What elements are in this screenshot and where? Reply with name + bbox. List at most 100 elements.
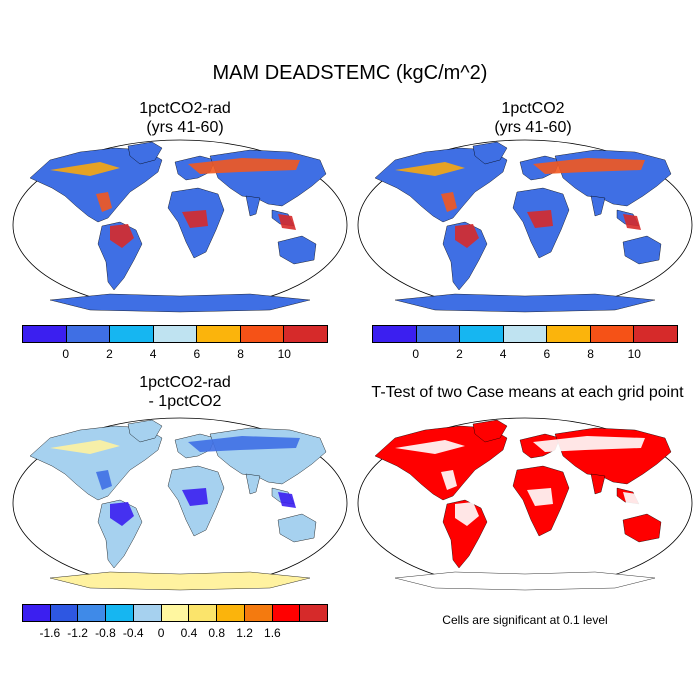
map-panel-1 [12, 139, 348, 313]
map-2-value-patch [395, 162, 465, 176]
map-2-antarctica [394, 293, 656, 313]
map-1-australia [277, 235, 317, 265]
colorbar-3-swatch [106, 605, 134, 621]
colorbar-2-swatch [503, 326, 548, 342]
colorbar-3-swatch [50, 605, 79, 621]
colorbar-2-swatch [373, 326, 417, 342]
panel-4-title-line1: T-Test of two Case means at each grid po… [371, 384, 684, 401]
map-1-value-patch [188, 158, 300, 174]
map-panel-2 [357, 139, 693, 313]
colorbar-3 [22, 604, 328, 622]
map-1-value-patch [182, 210, 208, 228]
colorbar-3-swatch [244, 605, 273, 621]
colorbar-1-tick-label: 10 [277, 347, 291, 361]
panel-1-title: 1pctCO2-rad (yrs 41-60) [25, 99, 345, 137]
map-2-india [590, 195, 606, 217]
colorbar-1-tick-label: 4 [149, 347, 157, 361]
map-3-value-patch [182, 488, 208, 506]
panel-3-title: 1pctCO2-rad - 1pctCO2 [25, 373, 345, 411]
colorbar-2-tick-label: 10 [627, 347, 641, 361]
colorbar-3-swatch [189, 605, 218, 621]
map-3-antarctica [49, 571, 311, 591]
colorbar-1-tick-label: 0 [62, 347, 70, 361]
colorbar-1-swatch [197, 326, 241, 342]
map-3-value-patch [110, 502, 134, 526]
map-4-value-patch [527, 488, 553, 506]
map-3-north-america [29, 425, 163, 501]
colorbar-3-tick-label: -0.4 [122, 626, 144, 640]
colorbar-1-tick-label: 2 [106, 347, 113, 361]
map-2-value-patch [527, 210, 553, 228]
colorbar-2-tick-label: 2 [456, 347, 463, 361]
map-2-greenland [472, 141, 508, 165]
colorbar-1-swatch [240, 326, 285, 342]
map-3-value-patch [188, 436, 300, 452]
colorbar-3-tick-label: 1.6 [264, 626, 281, 640]
colorbar-2-tick-label: 6 [543, 347, 551, 361]
map-2-value-patch [623, 214, 641, 230]
colorbar-1-tick-label: 8 [237, 347, 244, 361]
map-4-value-patch [441, 470, 457, 490]
colorbar-2-swatch [634, 326, 678, 342]
map-4-value-patch [455, 502, 479, 526]
map-3-value-patch [278, 492, 296, 508]
colorbar-2-swatch [460, 326, 504, 342]
map-2-north-america [374, 147, 508, 223]
main-title: MAM DEADSTEMC (kgC/m^2) [212, 62, 488, 84]
map-1-greenland [127, 141, 163, 165]
map-4-value-patch [395, 440, 465, 454]
map-2-value-patch [441, 192, 457, 212]
map-4-india [590, 473, 606, 495]
panel-2-title-line1: 1pctCO2 [501, 100, 565, 117]
map-1-value-patch [50, 162, 120, 176]
map-3-greenland [127, 419, 163, 443]
map-panel-3 [12, 417, 348, 591]
colorbar-1-tick-label: 6 [193, 347, 201, 361]
map-3-value-patch [96, 470, 112, 490]
colorbar-3-swatch [23, 605, 51, 621]
map-4-greenland [472, 419, 508, 443]
colorbar-3-swatch [78, 605, 107, 621]
panel-4-title: T-Test of two Case means at each grid po… [355, 383, 700, 402]
map-panel-4 [357, 417, 693, 591]
colorbar-3-tick-label: -1.2 [67, 626, 88, 640]
colorbar-1-swatch [153, 326, 198, 342]
colorbar-3-swatch [133, 605, 162, 621]
colorbar-1-swatch [66, 326, 111, 342]
map-2-value-patch [455, 224, 479, 248]
map-4-value-patch [623, 492, 641, 508]
map-2-australia [622, 235, 662, 265]
colorbar-1-swatch [23, 326, 67, 342]
colorbar-3-swatch [161, 605, 190, 621]
significance-note: Cells are significant at 0.1 level [442, 613, 608, 627]
map-3-australia [277, 513, 317, 543]
map-1-india [245, 195, 261, 217]
map-4-value-patch [533, 436, 645, 452]
colorbar-1-swatch [110, 326, 154, 342]
colorbar-2-tick-label: 8 [587, 347, 594, 361]
panel-3-title-line2: - 1pctCO2 [148, 393, 222, 410]
colorbar-3-swatch [217, 605, 245, 621]
panel-2-title: 1pctCO2 (yrs 41-60) [373, 99, 693, 137]
colorbar-2-swatch [590, 326, 635, 342]
colorbar-3-swatch [272, 605, 301, 621]
map-3-value-patch [50, 440, 120, 454]
colorbar-2-tick-label: 0 [412, 347, 420, 361]
map-1-value-patch [278, 214, 296, 230]
panel-3-title-line1: 1pctCO2-rad [139, 374, 231, 391]
map-1-value-patch [96, 192, 112, 212]
colorbar-3-swatch [300, 605, 328, 621]
map-1-north-america [29, 147, 163, 223]
colorbar-2 [372, 325, 678, 343]
map-1-antarctica [49, 293, 311, 313]
colorbar-2-swatch [547, 326, 591, 342]
panel-1-title-line1: 1pctCO2-rad [139, 100, 231, 117]
colorbar-3-tick-label: 0.4 [180, 626, 198, 640]
colorbar-2-swatch [416, 326, 461, 342]
map-1-value-patch [110, 224, 134, 248]
colorbar-1 [22, 325, 328, 343]
panel-2-title-line2: (yrs 41-60) [494, 119, 572, 136]
map-4-north-america [374, 425, 508, 501]
colorbar-3-tick-label: 0.8 [208, 626, 226, 640]
colorbar-3-tick-label: -1.6 [39, 626, 61, 640]
